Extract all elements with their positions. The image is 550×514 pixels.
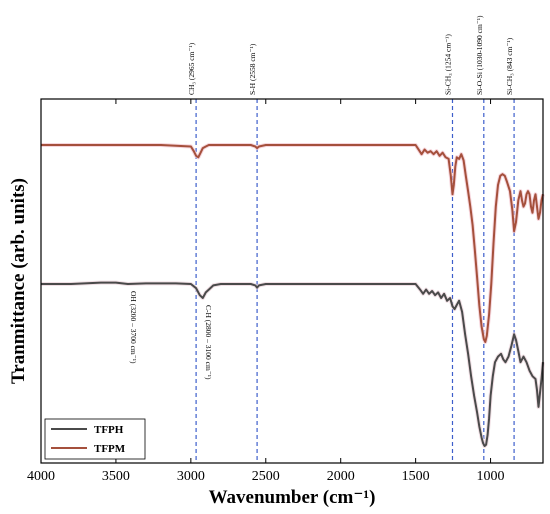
x-tick-label-2500: 2500: [252, 469, 280, 484]
series-lines: [41, 143, 545, 448]
reference-label-4: Si-CH₃ (843 cm⁻¹): [505, 37, 514, 95]
reference-label-2: Si-CH₃ (1254 cm⁻¹): [444, 34, 453, 95]
x-tick-label-3000: 3000: [177, 469, 205, 484]
x-tick-label-2000: 2000: [327, 469, 355, 484]
band-label-1: C-H (2800 – 3100 cm⁻¹): [204, 305, 213, 380]
band-labels: OH (3200 – 3700 cm⁻¹) C-H (2800 – 3100 cm…: [129, 291, 213, 380]
series-halo-tfpm: [41, 143, 545, 344]
series-line-tfpm: [41, 144, 544, 343]
reference-label-3: Si-O-Si (1030-1090 cm⁻¹): [475, 15, 484, 95]
x-axis-ticks: 4000 3500 3000 2500 2000 1500 1000: [27, 99, 505, 484]
reference-labels: CH₃ (2965 cm⁻¹) S-H (2558 cm⁻¹) Si-CH₃ (12…: [187, 15, 514, 95]
x-tick-label-4000: 4000: [27, 469, 55, 484]
series-line-tfph: [41, 281, 544, 447]
x-tick-label-1000: 1000: [477, 469, 505, 484]
reference-lines: [195, 99, 515, 463]
reference-label-0: CH₃ (2965 cm⁻¹): [187, 42, 196, 95]
plot-frame: [40, 98, 544, 464]
legend-box: [44, 418, 146, 460]
legend-label-tfpm: TFPM: [94, 443, 126, 455]
reference-label-1: S-H (2558 cm⁻¹): [248, 43, 257, 95]
legend: TFPH TFPM: [44, 418, 146, 460]
legend-label-tfph: TFPH: [94, 424, 124, 436]
x-tick-label-3500: 3500: [102, 469, 130, 484]
x-axis-title: Wavenumber (cm⁻¹): [209, 487, 376, 508]
x-tick-label-1500: 1500: [402, 469, 430, 484]
y-axis-title: Tranmittance (arb. units): [8, 178, 29, 384]
band-label-0: OH (3200 – 3700 cm⁻¹): [129, 291, 138, 364]
